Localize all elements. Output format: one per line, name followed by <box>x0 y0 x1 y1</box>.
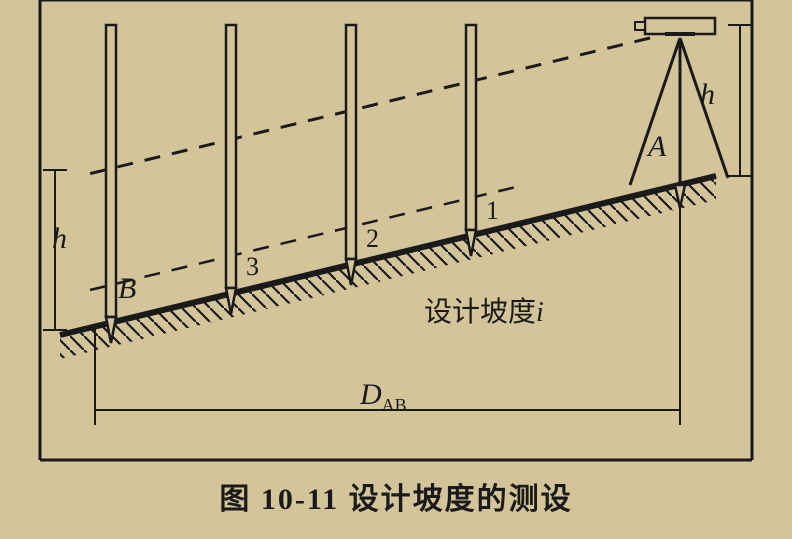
label-pole-2: 2 <box>366 224 379 254</box>
label-h-right: h <box>700 78 715 112</box>
pole-2 <box>346 25 356 285</box>
figure-caption: 图 10-11 设计坡度的测设 <box>0 474 792 518</box>
label-design-slope: 设计坡度i <box>424 290 544 330</box>
pole-B <box>106 25 116 343</box>
label-D: D <box>360 378 382 411</box>
label-DAB: DAB <box>360 378 407 416</box>
label-pole-3: 3 <box>246 252 259 282</box>
figure-canvas: h h A B 1 2 3 设计坡度i DAB 图 10-11 设计坡度的测设 <box>0 0 792 539</box>
design-slope-i: i <box>536 297 544 328</box>
pole-3 <box>226 25 236 314</box>
label-B: B <box>118 272 136 306</box>
label-h-left: h <box>52 222 67 256</box>
label-pole-1: 1 <box>486 196 499 226</box>
design-slope-text: 设计坡度 <box>424 297 536 328</box>
pole-1 <box>466 25 476 256</box>
label-A: A <box>648 130 666 164</box>
label-D-sub: AB <box>382 395 407 415</box>
